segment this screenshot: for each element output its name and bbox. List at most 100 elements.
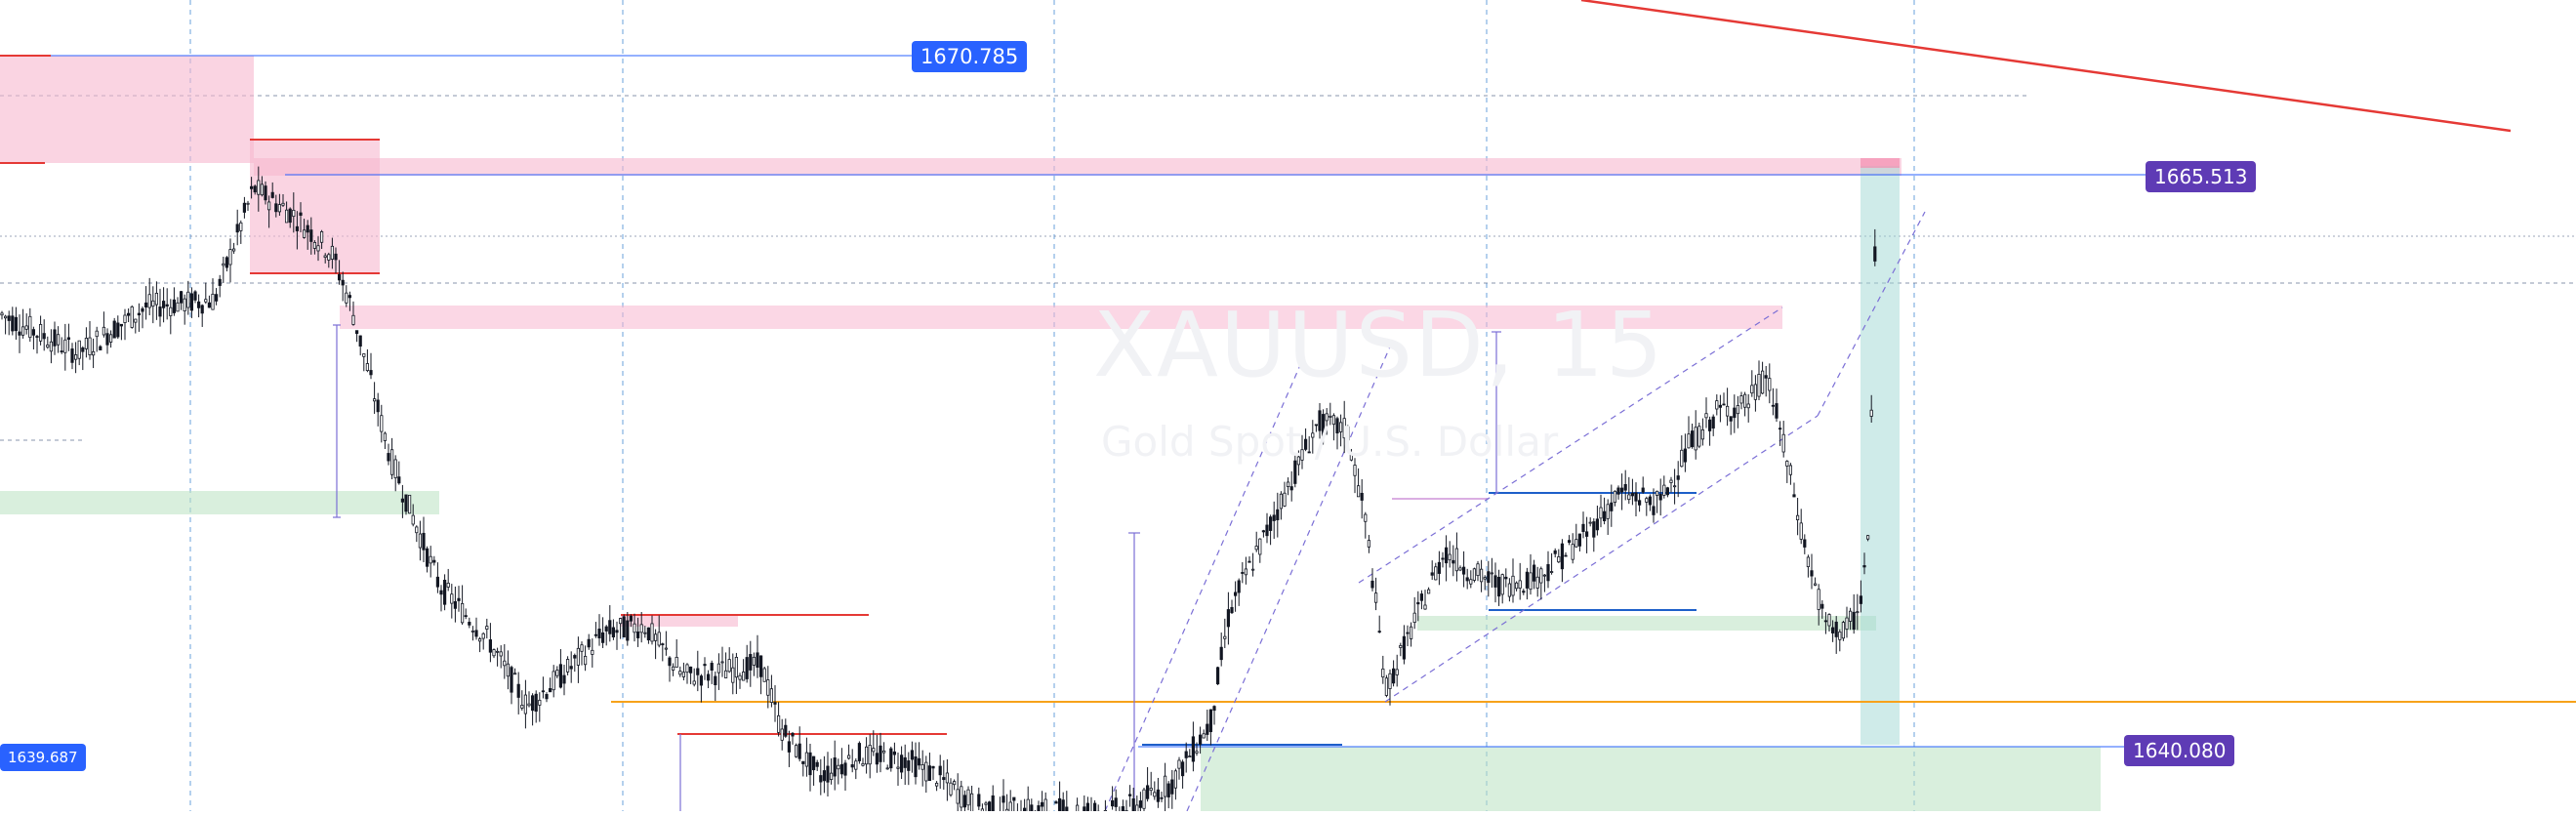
candle-body — [597, 628, 601, 638]
candle-body — [1515, 582, 1519, 590]
candle-body — [389, 449, 394, 475]
candle-body — [1142, 789, 1146, 809]
candle-body — [1230, 606, 1234, 614]
candle-body — [319, 231, 324, 243]
candle-body — [601, 632, 605, 643]
candle-body — [1820, 603, 1824, 609]
candle-body — [418, 533, 423, 549]
candle-body — [1304, 438, 1308, 450]
candle-body — [105, 333, 109, 346]
candle-body — [183, 298, 186, 311]
candle-body — [109, 334, 113, 343]
candle-body — [900, 755, 904, 773]
candle-body — [558, 664, 563, 688]
candle-body — [1564, 554, 1568, 557]
candle-body — [837, 764, 840, 770]
candle-body — [685, 664, 689, 673]
candle-body — [1364, 513, 1368, 522]
candle-body — [703, 664, 707, 667]
candle-body — [1012, 796, 1016, 801]
demand-zone-mid — [1417, 616, 1876, 631]
candle-body — [784, 724, 788, 737]
candle-body — [780, 728, 784, 741]
candle-body — [801, 760, 805, 764]
candle-body — [1293, 460, 1297, 484]
candle-body — [1645, 498, 1649, 503]
candle-body — [1648, 496, 1652, 506]
candle-body — [1592, 521, 1596, 538]
candle-body — [830, 772, 834, 781]
candle-body — [734, 657, 739, 678]
candle-body — [1662, 484, 1666, 496]
candle-body — [284, 209, 289, 224]
candle-body — [738, 674, 742, 680]
price-label-1639[interactable]: 1639.687 — [0, 744, 86, 771]
candle-body — [1859, 595, 1862, 604]
candle-body — [28, 315, 32, 339]
candle-body — [664, 647, 669, 650]
candle-body — [657, 632, 661, 646]
candle-body — [1472, 568, 1476, 581]
candle-body — [1507, 583, 1511, 597]
candle-body — [520, 705, 524, 709]
candle-body — [1388, 673, 1392, 689]
candle-body — [1412, 612, 1416, 624]
candle-body — [327, 254, 331, 261]
candle-body — [404, 494, 408, 512]
candle-body — [200, 305, 204, 314]
candle-body — [249, 185, 254, 189]
price-label-1670[interactable]: 1670.785 — [912, 41, 1028, 72]
candle-body — [481, 632, 485, 639]
candle-body — [1739, 395, 1743, 404]
candle-body — [960, 786, 963, 808]
candle-body — [795, 745, 798, 757]
candle-body — [1402, 635, 1406, 660]
candle-body — [766, 679, 770, 696]
candle-body — [710, 663, 714, 672]
candle-body — [74, 354, 78, 360]
candle-body — [1314, 424, 1318, 427]
candle-body — [264, 185, 267, 201]
candle-body — [1437, 561, 1441, 574]
candle-body — [1736, 405, 1739, 415]
candle-body — [432, 559, 436, 563]
candle-body — [464, 615, 468, 618]
candle-body — [141, 307, 144, 312]
candle-body — [1131, 798, 1135, 812]
candle-body — [1054, 801, 1058, 804]
candle-body — [1279, 493, 1283, 510]
candle-body — [312, 241, 317, 249]
candle-body — [661, 643, 665, 646]
candle-body — [1761, 370, 1765, 394]
candle-body — [826, 765, 830, 783]
candle-body — [1691, 430, 1695, 448]
candle-body — [699, 675, 704, 686]
candle-body — [1862, 565, 1866, 568]
candle-body — [1181, 761, 1185, 777]
candle-body — [896, 766, 900, 769]
candle-body — [1170, 779, 1174, 795]
candle-body — [351, 314, 355, 325]
candle-body — [270, 191, 274, 198]
candle-body — [1223, 635, 1227, 639]
candle-body — [1430, 572, 1434, 576]
candle-body — [1296, 456, 1300, 466]
candle-body — [1673, 485, 1677, 488]
price-label-1665[interactable]: 1665.513 — [2146, 161, 2257, 192]
candle-body — [1704, 413, 1708, 419]
candle-body — [345, 292, 348, 304]
candle-body — [833, 757, 837, 777]
candle-body — [1191, 736, 1195, 762]
candle-body — [1241, 572, 1245, 574]
candle-body — [819, 775, 823, 783]
candle-body — [1026, 798, 1030, 816]
candle-body — [1652, 506, 1656, 515]
candle-body — [756, 652, 759, 669]
candle-body — [678, 671, 682, 675]
candle-body — [611, 627, 616, 637]
candle-body — [495, 650, 500, 653]
candle-body — [66, 337, 70, 341]
price-label-1640[interactable]: 1640.080 — [2124, 735, 2235, 766]
